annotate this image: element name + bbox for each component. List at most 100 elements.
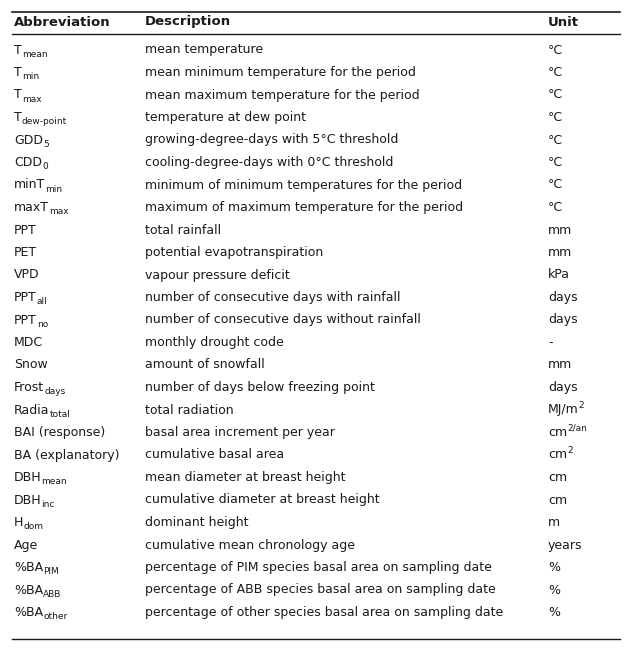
- Text: dominant height: dominant height: [145, 516, 248, 529]
- Text: DBH: DBH: [14, 471, 42, 484]
- Text: percentage of other species basal area on sampling date: percentage of other species basal area o…: [145, 606, 503, 619]
- Text: 2: 2: [567, 446, 573, 455]
- Text: other: other: [43, 612, 67, 621]
- Text: 2/an: 2/an: [567, 424, 587, 433]
- Text: MJ/m: MJ/m: [548, 403, 579, 416]
- Text: mm: mm: [548, 358, 572, 372]
- Text: vapour pressure deficit: vapour pressure deficit: [145, 269, 290, 282]
- Text: T: T: [14, 66, 22, 79]
- Text: mean temperature: mean temperature: [145, 44, 263, 57]
- Text: PET: PET: [14, 246, 37, 259]
- Text: 0: 0: [42, 162, 48, 171]
- Text: BA (explanatory): BA (explanatory): [14, 449, 120, 461]
- Text: Age: Age: [14, 539, 38, 552]
- Text: cm: cm: [548, 494, 567, 506]
- Text: °C: °C: [548, 156, 563, 169]
- Text: %BA: %BA: [14, 583, 43, 597]
- Text: %: %: [548, 583, 560, 597]
- Text: Radia: Radia: [14, 403, 50, 416]
- Text: minimum of minimum temperatures for the period: minimum of minimum temperatures for the …: [145, 178, 462, 191]
- Text: mean maximum temperature for the period: mean maximum temperature for the period: [145, 88, 420, 102]
- Text: max: max: [49, 207, 69, 216]
- Text: -: -: [548, 336, 553, 349]
- Text: cm: cm: [548, 471, 567, 484]
- Text: DBH: DBH: [14, 494, 42, 506]
- Text: percentage of ABB species basal area on sampling date: percentage of ABB species basal area on …: [145, 583, 496, 597]
- Text: Abbreviation: Abbreviation: [14, 15, 111, 28]
- Text: amount of snowfall: amount of snowfall: [145, 358, 265, 372]
- Text: min: min: [22, 72, 39, 81]
- Text: Description: Description: [145, 15, 231, 28]
- Text: 2: 2: [579, 401, 585, 411]
- Text: m: m: [548, 516, 560, 529]
- Text: °C: °C: [548, 66, 563, 79]
- Text: °C: °C: [548, 88, 563, 102]
- Text: mean minimum temperature for the period: mean minimum temperature for the period: [145, 66, 416, 79]
- Text: °C: °C: [548, 111, 563, 124]
- Text: days: days: [44, 387, 66, 396]
- Text: mean: mean: [42, 477, 67, 486]
- Text: cumulative mean chronology age: cumulative mean chronology age: [145, 539, 355, 552]
- Text: no: no: [37, 319, 48, 329]
- Text: °C: °C: [548, 44, 563, 57]
- Text: days: days: [548, 314, 578, 327]
- Text: PIM: PIM: [43, 567, 59, 576]
- Text: total: total: [50, 410, 71, 418]
- Text: %: %: [548, 561, 560, 574]
- Text: cooling-degree-days with 0°C threshold: cooling-degree-days with 0°C threshold: [145, 156, 393, 169]
- Text: mean diameter at breast height: mean diameter at breast height: [145, 471, 345, 484]
- Text: Snow: Snow: [14, 358, 48, 372]
- Text: dew-point: dew-point: [22, 117, 67, 126]
- Text: PPT: PPT: [14, 224, 37, 236]
- Text: BAI (response): BAI (response): [14, 426, 105, 439]
- Text: days: days: [548, 381, 578, 394]
- Text: number of consecutive days without rainfall: number of consecutive days without rainf…: [145, 314, 421, 327]
- Text: %: %: [548, 606, 560, 619]
- Text: %BA: %BA: [14, 606, 43, 619]
- Text: T: T: [14, 88, 22, 102]
- Text: °C: °C: [548, 178, 563, 191]
- Text: days: days: [548, 291, 578, 304]
- Text: percentage of PIM species basal area on sampling date: percentage of PIM species basal area on …: [145, 561, 492, 574]
- Text: basal area increment per year: basal area increment per year: [145, 426, 335, 439]
- Text: dom: dom: [23, 522, 43, 531]
- Text: %BA: %BA: [14, 561, 43, 574]
- Text: VPD: VPD: [14, 269, 40, 282]
- Text: years: years: [548, 539, 583, 552]
- Text: °C: °C: [548, 133, 563, 147]
- Text: cm: cm: [548, 449, 567, 461]
- Text: number of consecutive days with rainfall: number of consecutive days with rainfall: [145, 291, 401, 304]
- Text: CDD: CDD: [14, 156, 42, 169]
- Text: T: T: [14, 111, 22, 124]
- Text: min: min: [45, 185, 62, 193]
- Text: total rainfall: total rainfall: [145, 224, 221, 236]
- Text: total radiation: total radiation: [145, 403, 234, 416]
- Text: temperature at dew point: temperature at dew point: [145, 111, 306, 124]
- Text: all: all: [37, 297, 47, 306]
- Text: number of days below freezing point: number of days below freezing point: [145, 381, 375, 394]
- Text: PPT: PPT: [14, 314, 37, 327]
- Text: T: T: [14, 44, 22, 57]
- Text: cm: cm: [548, 426, 567, 439]
- Text: PPT: PPT: [14, 291, 37, 304]
- Text: cumulative diameter at breast height: cumulative diameter at breast height: [145, 494, 380, 506]
- Text: monthly drought code: monthly drought code: [145, 336, 284, 349]
- Text: maximum of maximum temperature for the period: maximum of maximum temperature for the p…: [145, 201, 463, 214]
- Text: Unit: Unit: [548, 15, 579, 28]
- Text: H: H: [14, 516, 23, 529]
- Text: MDC: MDC: [14, 336, 43, 349]
- Text: cumulative basal area: cumulative basal area: [145, 449, 284, 461]
- Text: inc: inc: [42, 500, 55, 509]
- Text: max: max: [22, 94, 42, 104]
- Text: mean: mean: [22, 50, 47, 59]
- Text: Frost: Frost: [14, 381, 44, 394]
- Text: ABB: ABB: [43, 589, 62, 599]
- Text: mm: mm: [548, 246, 572, 259]
- Text: minT: minT: [14, 178, 45, 191]
- Text: kPa: kPa: [548, 269, 570, 282]
- Text: potential evapotranspiration: potential evapotranspiration: [145, 246, 323, 259]
- Text: 5: 5: [43, 139, 49, 148]
- Text: GDD: GDD: [14, 133, 43, 147]
- Text: maxT: maxT: [14, 201, 49, 214]
- Text: °C: °C: [548, 201, 563, 214]
